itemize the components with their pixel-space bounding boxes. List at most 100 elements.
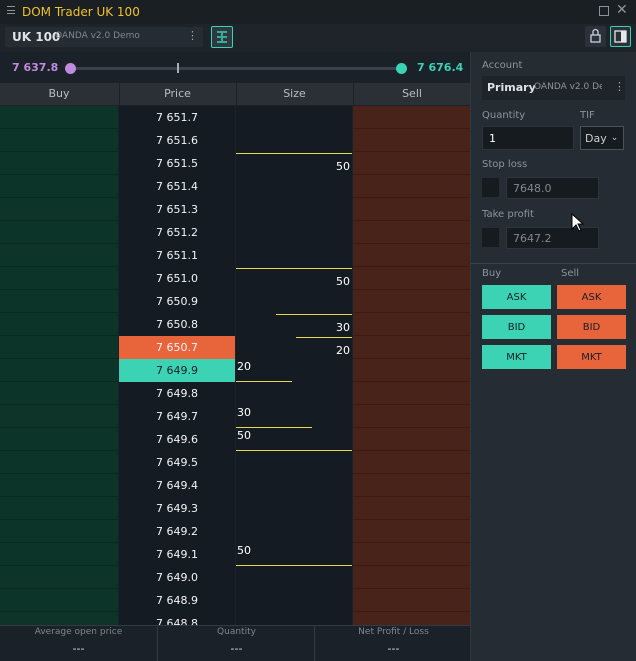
stop-loss-checkbox[interactable] <box>482 178 499 197</box>
order-panel: Account Primary OANDA v2.0 Demo ⋮ Quanti… <box>470 52 636 661</box>
buy-cell[interactable] <box>0 428 118 451</box>
lock-button[interactable] <box>585 26 606 47</box>
size-bar <box>236 427 312 428</box>
buy-cell[interactable] <box>0 336 118 359</box>
buy-cell[interactable] <box>0 129 118 152</box>
sell-cell[interactable] <box>353 589 470 612</box>
sell-cell[interactable] <box>353 198 470 221</box>
buy-cell[interactable] <box>0 244 118 267</box>
buy-cell[interactable] <box>0 589 118 612</box>
quantity-input[interactable]: 1 <box>482 126 574 150</box>
account-name: Primary <box>487 81 536 94</box>
buy-cell[interactable] <box>0 566 118 589</box>
range-high-dot <box>396 63 407 74</box>
take-profit-value: 7647.2 <box>513 231 552 245</box>
sell-cell[interactable] <box>353 129 470 152</box>
sell-cell[interactable] <box>353 336 470 359</box>
buy-cell[interactable] <box>0 198 118 221</box>
panel-toggle[interactable] <box>610 26 631 47</box>
buy-cell[interactable] <box>0 359 118 382</box>
sell-cell[interactable] <box>353 382 470 405</box>
buy-cell[interactable] <box>0 313 118 336</box>
buy-cell[interactable] <box>0 290 118 313</box>
sell-cell[interactable] <box>353 313 470 336</box>
footer-cell: Quantity --- <box>157 626 314 661</box>
take-profit-input[interactable]: 7647.2 <box>506 227 599 249</box>
sell-cell[interactable] <box>353 175 470 198</box>
range-low-dot <box>65 63 76 74</box>
center-button[interactable] <box>211 26 233 48</box>
buy-cell[interactable] <box>0 405 118 428</box>
sell-cell[interactable] <box>353 152 470 175</box>
size-cell: 30 <box>236 313 352 336</box>
more-icon[interactable]: ⋮ <box>614 80 625 93</box>
buy-cell[interactable] <box>0 520 118 543</box>
buy-button[interactable]: ASK <box>482 285 551 309</box>
size-cell <box>236 175 352 198</box>
sell-cell[interactable] <box>353 405 470 428</box>
sell-cell[interactable] <box>353 520 470 543</box>
maximize-button[interactable] <box>599 6 609 16</box>
sell-cell[interactable] <box>353 428 470 451</box>
symbol-selector[interactable]: UK 100 OANDA v2.0 Demo ⋮ <box>5 27 203 47</box>
price-cell: 7 651.2 <box>119 221 235 244</box>
buy-cell[interactable] <box>0 221 118 244</box>
size-cell <box>236 244 352 267</box>
buy-cell[interactable] <box>0 382 118 405</box>
size-cell <box>236 382 352 405</box>
size-cell <box>236 198 352 221</box>
stop-loss-value: 7648.0 <box>513 181 552 195</box>
sell-cell[interactable] <box>353 451 470 474</box>
mouse-cursor <box>571 213 585 232</box>
size-cell: 20 <box>236 336 352 359</box>
sell-button[interactable]: ASK <box>557 285 626 309</box>
sell-cell[interactable] <box>353 359 470 382</box>
sell-button[interactable]: MKT <box>557 345 626 369</box>
footer-label: Average open price <box>34 627 123 637</box>
sell-cell[interactable] <box>353 106 470 129</box>
sell-cell[interactable] <box>353 612 470 625</box>
center-icon <box>217 31 227 43</box>
footer-value: --- <box>230 642 243 655</box>
sell-cell[interactable] <box>353 244 470 267</box>
size-cell <box>236 221 352 244</box>
stop-loss-input[interactable]: 7648.0 <box>506 177 599 199</box>
footer: Average open price --- Quantity --- Net Prof… <box>0 625 470 661</box>
close-button[interactable]: ✕ <box>616 2 628 18</box>
sell-cell[interactable] <box>353 543 470 566</box>
buy-cell[interactable] <box>0 474 118 497</box>
sell-cell[interactable] <box>353 566 470 589</box>
buy-cell[interactable] <box>0 451 118 474</box>
size-bar <box>296 337 352 338</box>
account-selector[interactable]: Primary OANDA v2.0 Demo ⋮ <box>482 76 625 100</box>
sell-button[interactable]: BID <box>557 315 626 339</box>
footer-label: Quantity <box>217 627 256 637</box>
sell-cell[interactable] <box>353 267 470 290</box>
buy-cell[interactable] <box>0 497 118 520</box>
account-label: Account <box>482 60 523 71</box>
buy-cell[interactable] <box>0 543 118 566</box>
size-cell: 30 <box>236 405 352 428</box>
more-icon[interactable]: ⋮ <box>187 29 198 42</box>
size-cell <box>236 612 352 625</box>
sell-cell[interactable] <box>353 290 470 313</box>
buy-cell[interactable] <box>0 612 118 625</box>
price-cell: 7 649.3 <box>119 497 235 520</box>
buy-cell[interactable] <box>0 267 118 290</box>
size-cell: 50 <box>236 267 352 290</box>
menu-icon[interactable] <box>7 6 15 14</box>
size-cell: 50 <box>236 428 352 451</box>
size-bar <box>236 450 352 451</box>
buy-cell[interactable] <box>0 106 118 129</box>
price-cell: 7 649.9 <box>119 359 235 382</box>
buy-button[interactable]: BID <box>482 315 551 339</box>
sell-cell[interactable] <box>353 497 470 520</box>
buy-button[interactable]: MKT <box>482 345 551 369</box>
sell-cell[interactable] <box>353 474 470 497</box>
take-profit-checkbox[interactable] <box>482 228 499 247</box>
tif-select[interactable]: Day ⌄ <box>580 126 624 150</box>
buy-cell[interactable] <box>0 152 118 175</box>
sell-cell[interactable] <box>353 221 470 244</box>
buy-cell[interactable] <box>0 175 118 198</box>
price-cell: 7 648.8 <box>119 612 235 625</box>
